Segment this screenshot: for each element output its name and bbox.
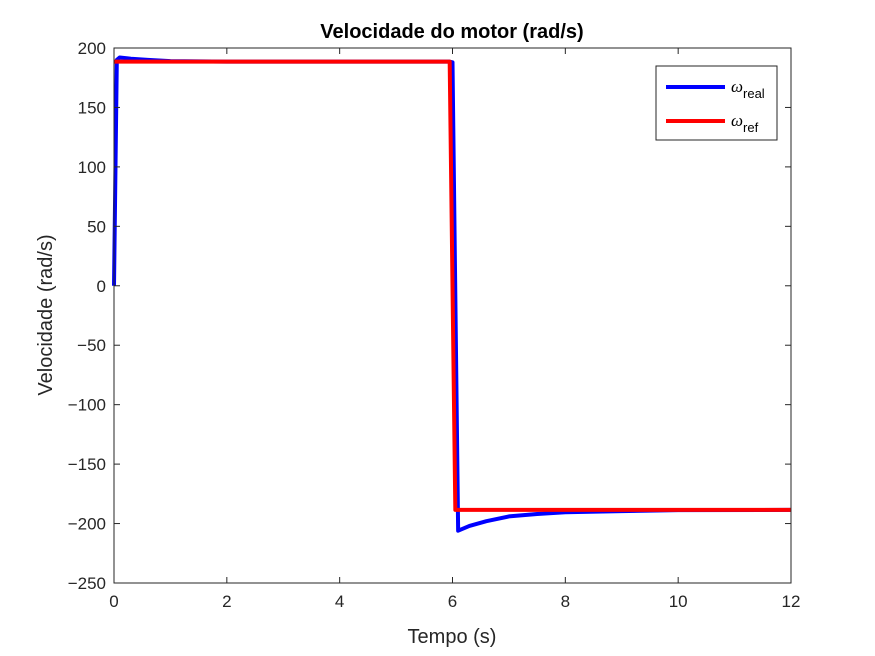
series-line-real bbox=[112, 55, 792, 533]
y-tick-label-9: 200 bbox=[78, 39, 106, 58]
legend-label-real: ωreal bbox=[731, 77, 765, 101]
x-tick-label-6: 12 bbox=[782, 592, 801, 611]
tick-labels-layer: 0 2 4 6 8 10 12 −250 −200 −150 −100 −50 0 50 100 150 200 bbox=[68, 39, 801, 611]
ticks-layer bbox=[113, 47, 792, 584]
y-tick-label-8: 150 bbox=[78, 98, 106, 117]
y-tick-label-5: 0 bbox=[97, 277, 106, 296]
legend-label-real-main: ω bbox=[731, 77, 743, 96]
x-tick-label-5: 10 bbox=[669, 592, 688, 611]
legend-label-ref: ωref bbox=[731, 111, 759, 135]
x-tick-label-4: 8 bbox=[561, 592, 570, 611]
x-axis-label: Tempo (s) bbox=[408, 626, 497, 648]
x-tick-label-0: 0 bbox=[109, 592, 118, 611]
x-tick-label-3: 6 bbox=[448, 592, 457, 611]
legend-label-ref-main: ω bbox=[731, 111, 743, 130]
series-line-ref bbox=[114, 59, 791, 512]
y-tick-label-4: −50 bbox=[77, 336, 106, 355]
legend-box bbox=[655, 65, 778, 141]
y-tick-label-3: −100 bbox=[68, 396, 106, 415]
y-tick-label-1: −200 bbox=[68, 515, 106, 534]
y-tick-label-6: 50 bbox=[87, 217, 106, 236]
y-tick-label-2: −150 bbox=[68, 455, 106, 474]
y-tick-label-0: −250 bbox=[68, 574, 106, 593]
x-tick-label-1: 2 bbox=[222, 592, 231, 611]
legend: ωreal ωref bbox=[655, 65, 778, 141]
y-tick-label-7: 100 bbox=[78, 158, 106, 177]
series-layer bbox=[112, 55, 792, 533]
y-axis-label: Velocidade (rad/s) bbox=[35, 234, 57, 395]
x-tick-label-2: 4 bbox=[335, 592, 344, 611]
legend-label-ref-sub: ref bbox=[743, 120, 759, 135]
chart-title: Velocidade do motor (rad/s) bbox=[320, 21, 583, 43]
legend-label-real-sub: real bbox=[743, 86, 765, 101]
